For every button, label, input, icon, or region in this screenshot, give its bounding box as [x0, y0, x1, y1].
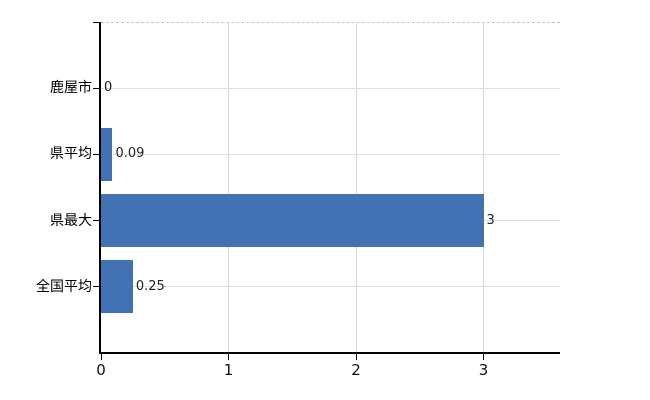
category-label: 全国平均: [36, 278, 92, 295]
value-label: 0.25: [135, 278, 165, 294]
v-gridline: [355, 22, 357, 353]
y-axis: [99, 22, 101, 353]
value-label: 0: [104, 80, 113, 96]
y-axis-tick: [93, 87, 99, 89]
value-label: 3: [486, 212, 495, 228]
h-gridline: [101, 87, 560, 89]
category-label: 県最大: [50, 212, 92, 229]
x-axis-tick: [483, 354, 484, 360]
value-label: 0.09: [115, 146, 145, 162]
bar: [101, 194, 484, 248]
category-label: 鹿屋市: [50, 80, 92, 97]
x-axis-tick: [228, 354, 229, 360]
h-gridline: [101, 153, 560, 155]
x-axis-tick: [355, 354, 357, 360]
y-axis-tick: [93, 153, 99, 155]
x-tick-label: 1: [223, 361, 234, 379]
bar: [101, 260, 133, 314]
y-axis-tick: [93, 21, 99, 23]
x-tick-label: 3: [478, 361, 489, 379]
x-axis-tick: [100, 354, 102, 360]
category-label: 県平均: [50, 146, 92, 163]
y-axis-tick: [93, 286, 99, 288]
x-axis: [99, 352, 560, 354]
x-tick-label: 2: [351, 361, 361, 379]
h-gridline: [101, 286, 560, 288]
plot-area: [101, 22, 560, 354]
bar: [101, 127, 113, 181]
x-tick-label: 0: [96, 361, 106, 379]
v-gridline: [483, 22, 484, 353]
v-gridline: [228, 22, 229, 353]
y-axis-tick: [93, 220, 99, 222]
